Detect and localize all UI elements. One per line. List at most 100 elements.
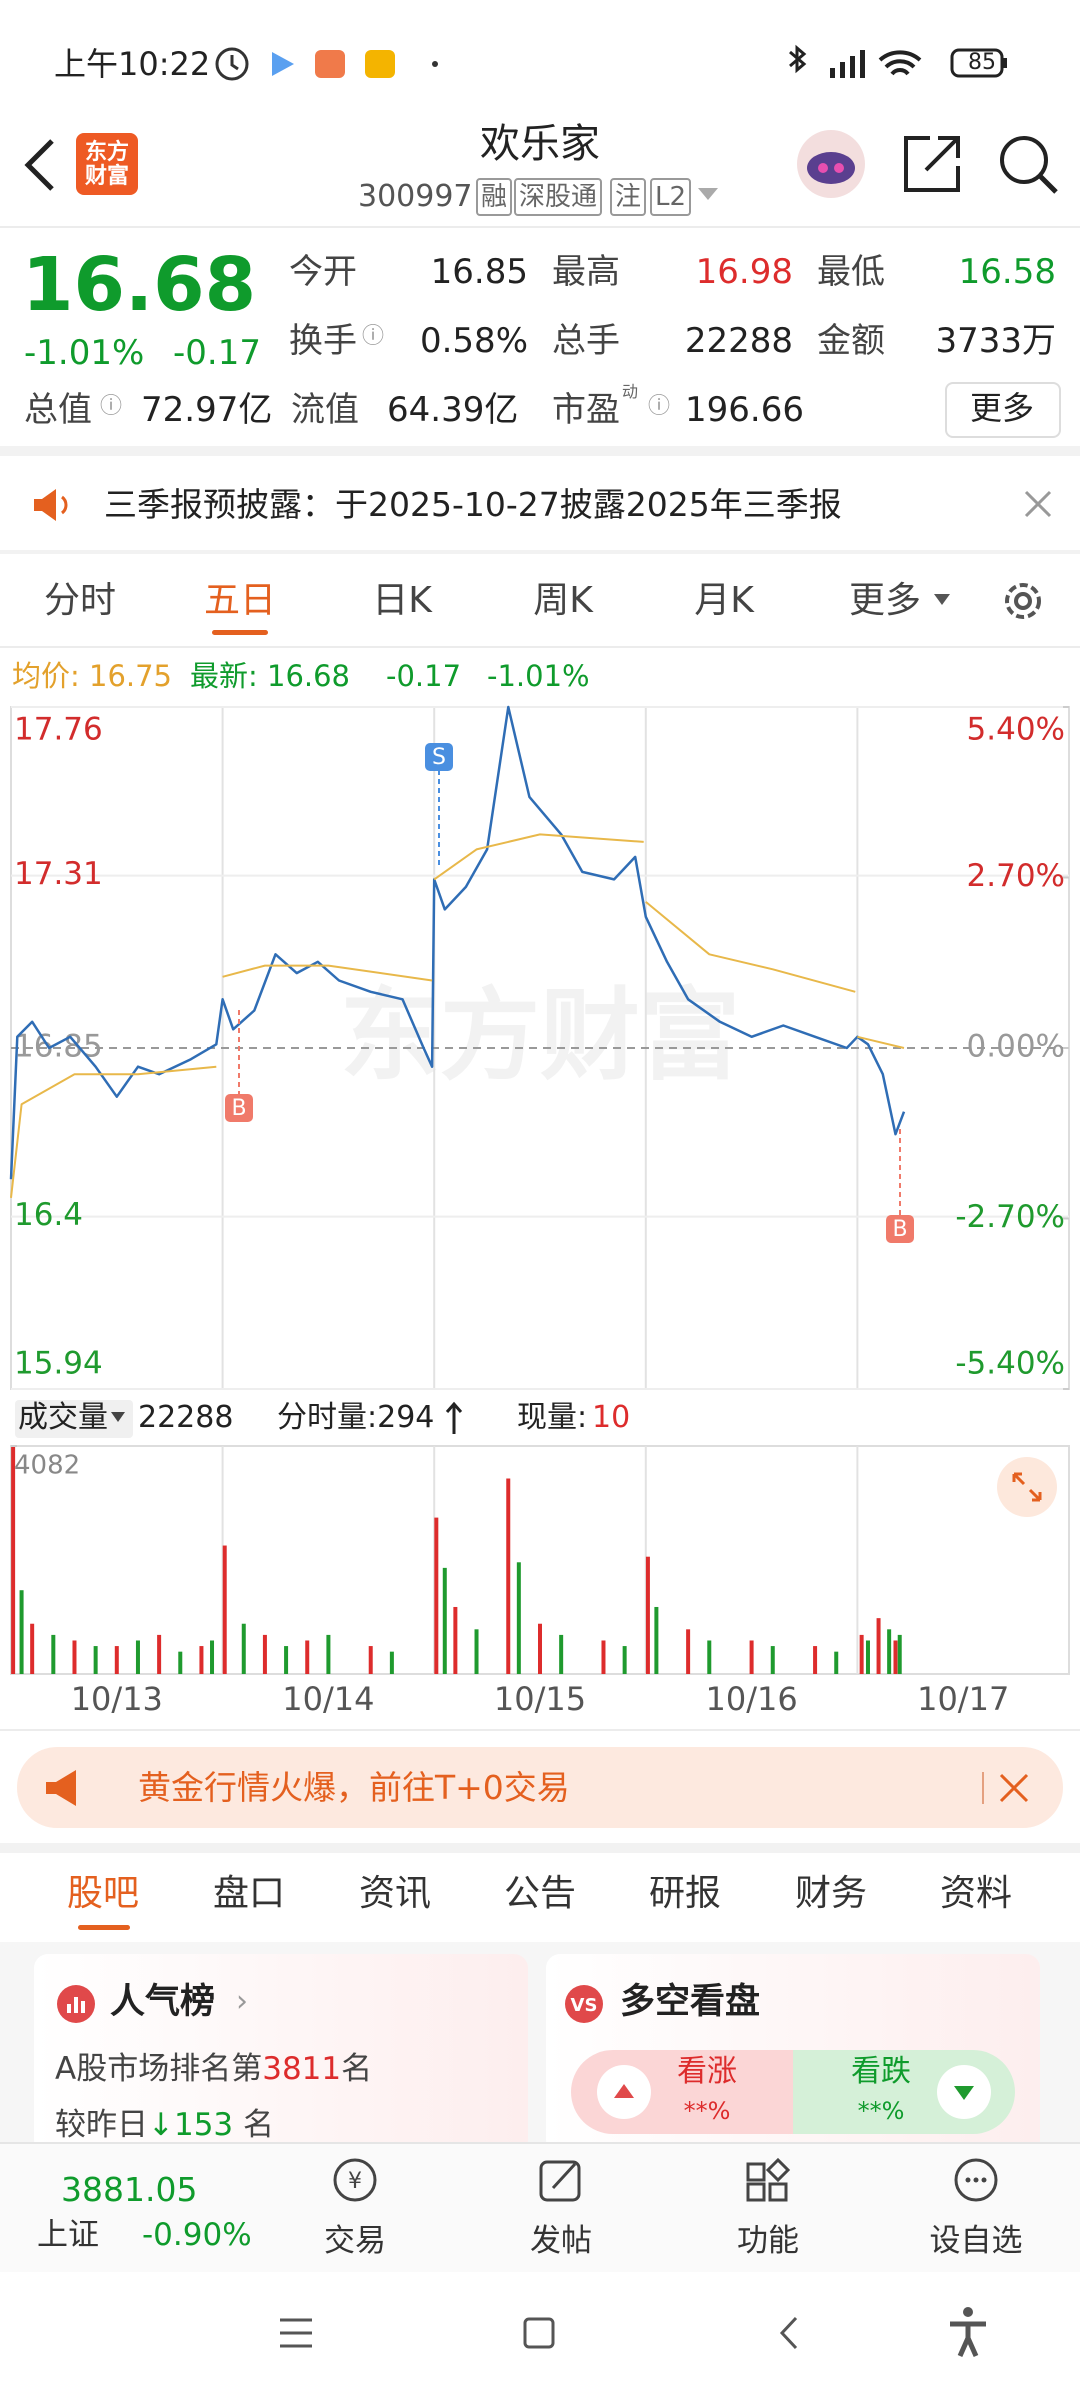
nav-label[interactable]: 功能 xyxy=(737,2223,799,2259)
sub-tab[interactable]: 资讯 xyxy=(358,1873,432,1914)
volume-bar xyxy=(210,1640,215,1674)
svg-text:¥: ¥ xyxy=(348,2169,362,2194)
tab[interactable]: 周K xyxy=(533,580,593,621)
volume-bar xyxy=(442,1567,447,1674)
stat-sup: 动 xyxy=(622,382,639,401)
sub-tab[interactable]: 公告 xyxy=(503,1873,577,1914)
tab[interactable]: 日K xyxy=(372,580,432,621)
volume-total: 22288 xyxy=(138,1400,234,1435)
banner-icon xyxy=(46,1770,76,1806)
stat-label: 最低 xyxy=(817,252,885,292)
watermark: 东方财富 xyxy=(340,977,740,1094)
volume-tick-label: 4082 xyxy=(14,1451,80,1481)
delta-post: 名 xyxy=(243,2107,275,2143)
last-price: 16.68 xyxy=(22,242,257,328)
popularity-card[interactable] xyxy=(34,1954,528,2154)
index-change[interactable]: -0.90% xyxy=(142,2217,252,2253)
now-volume: 10 xyxy=(592,1400,631,1435)
stat-label: 流值 xyxy=(291,390,359,430)
latest-price: 最新: 16.68 xyxy=(190,659,351,693)
search-button[interactable] xyxy=(996,132,1060,196)
tick-arrow xyxy=(445,1401,463,1434)
tab[interactable]: 月K xyxy=(694,580,754,621)
volume-bar xyxy=(876,1618,881,1674)
nav-icon xyxy=(539,2160,581,2202)
rank-line: A股市场排名第3811名 xyxy=(55,2054,372,2085)
change-pct: -1.01% xyxy=(24,333,145,373)
volume-selector[interactable] xyxy=(15,1400,133,1438)
up-label[interactable]: 看涨 xyxy=(677,2054,737,2089)
volume-bar xyxy=(538,1623,542,1674)
chevron: › xyxy=(236,1984,248,2019)
stat-label: 总值 xyxy=(24,390,92,430)
volume-label[interactable]: 成交量 xyxy=(18,1400,108,1435)
tab[interactable]: 分时 xyxy=(43,580,117,621)
assistant-icon[interactable] xyxy=(795,128,875,208)
trade-marker-label: S xyxy=(432,745,446,770)
close-notice[interactable] xyxy=(1022,488,1054,520)
svg-text:VS: VS xyxy=(571,1995,598,2016)
sub-tab[interactable]: 研报 xyxy=(648,1873,722,1914)
nav-label[interactable]: 设自选 xyxy=(929,2223,1023,2259)
volume-bar xyxy=(326,1634,331,1674)
info-icon[interactable]: ⓘ xyxy=(100,394,123,419)
more-text[interactable]: 更多 xyxy=(969,389,1035,427)
more-button[interactable] xyxy=(945,382,1061,438)
back-button[interactable] xyxy=(20,135,60,195)
nav-icon: ¥ xyxy=(333,2158,377,2202)
volume-bar xyxy=(559,1634,564,1674)
down-label[interactable]: 看跌 xyxy=(851,2054,911,2089)
stock-code: 300997 xyxy=(358,179,473,214)
volume-bar xyxy=(622,1646,627,1674)
tag: 注 xyxy=(610,178,647,216)
index-name[interactable]: 上证 xyxy=(37,2217,99,2253)
popularity-title[interactable]: 人气榜 xyxy=(110,1982,216,2022)
stat-label: 今开 xyxy=(289,252,357,292)
volume-bar xyxy=(157,1634,162,1674)
tab-dropdown xyxy=(934,594,950,605)
now-volume-label: 现量: xyxy=(517,1400,588,1435)
nav-label[interactable]: 交易 xyxy=(324,2223,386,2259)
down-value: **% xyxy=(857,2097,905,2125)
volume-bar xyxy=(893,1640,898,1674)
separator xyxy=(0,550,1080,554)
stat-label: 换手 xyxy=(289,321,357,361)
tag: 融 xyxy=(476,178,513,216)
volume-bar xyxy=(453,1606,458,1674)
stat-value: 22288 xyxy=(684,321,793,361)
volume-bar xyxy=(645,1556,650,1674)
index-value[interactable]: 3881.05 xyxy=(61,2170,198,2209)
y-tick-label: 17.31 xyxy=(14,856,103,892)
tab[interactable]: 更多 xyxy=(848,580,922,621)
promo-banner[interactable] xyxy=(17,1747,1063,1828)
volume-bar xyxy=(241,1623,246,1674)
volume-bar xyxy=(11,1446,16,1674)
x-tick-label: 10/17 xyxy=(917,1680,1009,1718)
battery-level: 85 xyxy=(968,50,996,75)
tab-active[interactable]: 五日 xyxy=(203,580,277,621)
delta-pre: 较昨日 xyxy=(55,2107,148,2143)
info-icon[interactable]: ⓘ xyxy=(362,324,385,349)
banner-text[interactable]: 黄金行情火爆，前往T+0交易 xyxy=(138,1768,570,1807)
volume-bar xyxy=(506,1478,511,1674)
settings-button[interactable] xyxy=(998,576,1048,626)
price-line xyxy=(9,705,906,1180)
sub-tab-active[interactable]: 股吧 xyxy=(66,1873,140,1914)
stat-value: 3733万 xyxy=(935,321,1056,361)
close-banner[interactable] xyxy=(998,1772,1030,1804)
sub-tab[interactable]: 盘口 xyxy=(212,1873,286,1914)
notice-text[interactable]: 三季报预披露：于2025-10-27披露2025年三季报 xyxy=(104,485,842,524)
x-tick-label: 10/14 xyxy=(282,1680,374,1718)
change: -0.17 xyxy=(173,333,261,373)
share-button[interactable] xyxy=(900,132,964,196)
sentiment-title[interactable]: 多空看盘 xyxy=(620,1982,761,2022)
sub-tab[interactable]: 财务 xyxy=(794,1873,868,1914)
info-icon[interactable]: ⓘ xyxy=(648,394,671,419)
separator xyxy=(0,1843,1080,1853)
x-tick-label: 10/13 xyxy=(71,1680,163,1718)
expand-button[interactable] xyxy=(996,1456,1058,1518)
y-tick-label: 16.4 xyxy=(14,1197,83,1233)
nav-label[interactable]: 发帖 xyxy=(530,2223,592,2259)
dropdown-arrow[interactable] xyxy=(696,184,720,204)
sub-tab[interactable]: 资料 xyxy=(939,1873,1013,1914)
